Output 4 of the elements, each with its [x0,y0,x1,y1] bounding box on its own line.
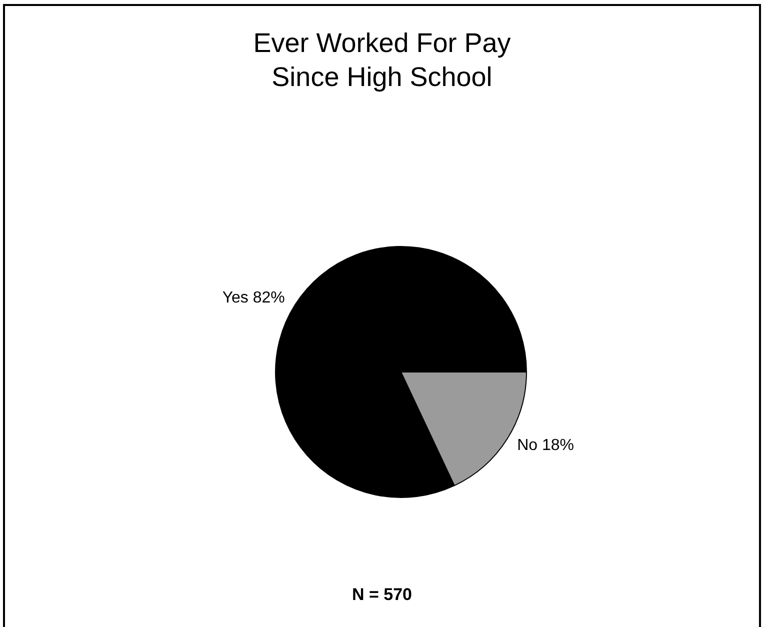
text: N = 570 [350,585,413,605]
chart-title: Ever Worked For Pay Since High School [252,27,512,94]
slice-label: No 18% [517,437,574,454]
slice-label: Yes 82% [222,290,285,307]
